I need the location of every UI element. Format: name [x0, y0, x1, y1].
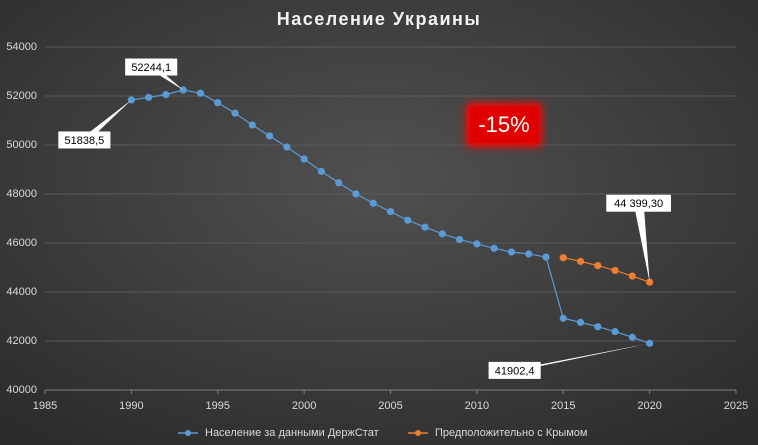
x-tick-label: 1990	[119, 400, 143, 412]
data-point	[248, 121, 256, 129]
data-point	[404, 216, 412, 224]
data-point	[473, 240, 481, 248]
label-pointer	[633, 203, 650, 283]
data-point	[628, 333, 636, 341]
x-tick-label: 1985	[33, 400, 57, 412]
legend-marker	[185, 430, 191, 436]
data-point	[179, 86, 187, 94]
label-box	[58, 131, 111, 149]
y-tick-label: 50000	[6, 139, 37, 151]
x-tick-label: 2020	[637, 400, 661, 412]
y-tick-label: 54000	[6, 41, 37, 53]
data-point	[283, 143, 291, 151]
data-point	[369, 199, 377, 207]
series	[127, 86, 654, 347]
x-tick-label: 2000	[292, 400, 316, 412]
data-point	[335, 179, 343, 187]
y-tick-label: 48000	[6, 188, 37, 200]
data-point	[611, 266, 619, 275]
data-point	[438, 230, 446, 238]
data-point	[196, 89, 205, 97]
label-box	[606, 194, 671, 212]
data-point	[300, 155, 308, 163]
data-point	[576, 318, 585, 326]
data-point	[265, 132, 274, 140]
x-tick-label: 2005	[378, 400, 402, 412]
x-tick-label: 2010	[465, 400, 489, 412]
data-point	[317, 167, 325, 175]
y-tick-label: 44000	[6, 286, 37, 298]
y-tick-label: 46000	[6, 237, 37, 249]
legend-label: Предположительно с Крымом	[435, 427, 588, 439]
label-pointer	[79, 99, 132, 140]
data-point	[386, 208, 395, 216]
y-tick-label: 42000	[6, 335, 37, 347]
data-point	[490, 244, 498, 252]
data-point	[594, 323, 602, 331]
data-point	[542, 253, 550, 261]
annotation: -15%	[478, 112, 529, 137]
y-tick-label: 40000	[6, 384, 37, 396]
data-point	[576, 257, 585, 265]
data-point	[162, 91, 170, 99]
data-label: 44 399,30	[614, 198, 663, 210]
annotation-box: -15%	[466, 103, 542, 147]
label-box	[488, 361, 541, 379]
data-point	[611, 327, 619, 336]
legend-label: Население за данными ДержСтат	[205, 427, 379, 439]
x-tick-label: 1995	[206, 400, 230, 412]
data-point	[628, 272, 636, 280]
x-tick-label: 2025	[724, 400, 748, 412]
legend-marker	[415, 430, 421, 436]
data-point	[525, 250, 533, 258]
data-point	[421, 223, 429, 231]
data-point	[594, 261, 602, 270]
data-point	[507, 248, 516, 256]
data-point	[559, 254, 567, 262]
data-label: 41902,4	[495, 365, 535, 377]
label-box	[125, 58, 178, 76]
data-point	[145, 93, 153, 101]
data-label: 52244,1	[131, 62, 171, 74]
y-tick-label: 52000	[6, 90, 37, 102]
data-point	[352, 190, 360, 198]
data-point	[456, 235, 464, 244]
data-point	[231, 109, 239, 117]
data-point	[559, 314, 567, 322]
data-point	[214, 99, 222, 107]
chart-title: Население Украины	[277, 9, 482, 29]
data-label: 51838,5	[64, 135, 104, 147]
label-pointer	[509, 343, 650, 371]
x-tick-label: 2015	[551, 400, 575, 412]
annotation-rect	[470, 107, 538, 143]
